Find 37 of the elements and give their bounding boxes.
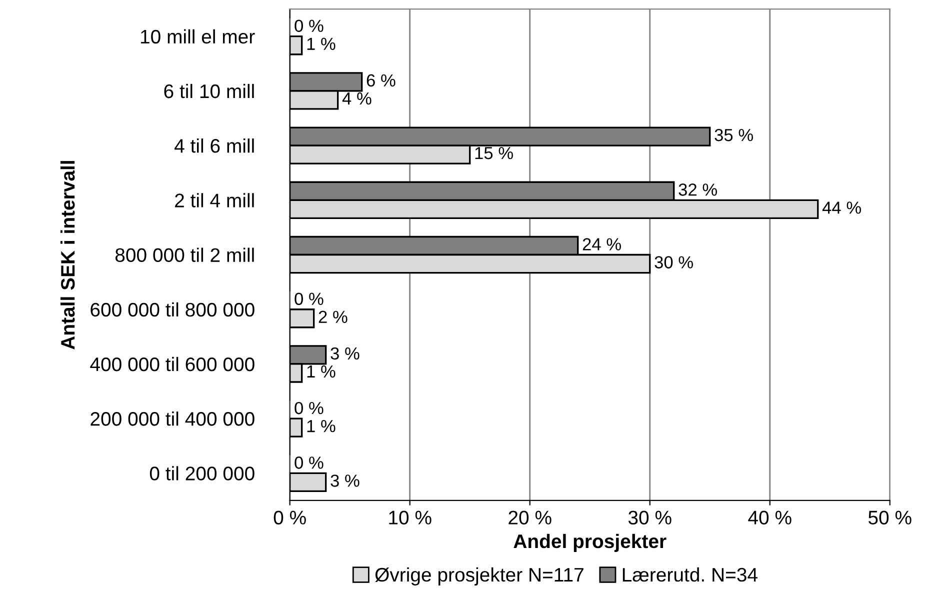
- data-label: 2 %: [318, 310, 348, 323]
- data-label: 15 %: [475, 147, 513, 160]
- y-tick-label: 400 000 til 600 000: [90, 356, 254, 372]
- y-axis-title: Antall SEK i intervall: [60, 161, 75, 350]
- data-label: 6 %: [366, 74, 396, 87]
- legend-label: Lærerutd. N=34: [622, 567, 758, 582]
- x-axis-title: Andel prosjekter: [514, 534, 666, 552]
- x-tick-label: 20 %: [508, 510, 552, 524]
- x-tick-label: 40 %: [748, 510, 792, 524]
- data-label: 30 %: [654, 256, 693, 268]
- legend-label: Øvrige prosjekter N=117: [375, 567, 584, 586]
- y-tick-label: 600 000 til 800 000: [90, 302, 254, 317]
- data-label: 4 %: [342, 92, 372, 105]
- y-tick-label: 800 000 til 2 mill: [115, 248, 254, 262]
- data-label: 35 %: [714, 128, 753, 142]
- y-tick-label: 200 000 til 400 000: [90, 412, 254, 426]
- data-label: 44 %: [822, 202, 861, 214]
- x-tick-label: 30 %: [628, 510, 672, 524]
- x-tick-label: 50 %: [868, 510, 912, 524]
- data-label: 0 %: [294, 456, 324, 469]
- y-tick-label: 10 mill el mer: [140, 29, 255, 44]
- data-label: 1 %: [307, 420, 336, 432]
- y-tick-label: 0 til 200 000: [150, 466, 254, 480]
- data-label: 32 %: [678, 184, 717, 196]
- data-label: 0 %: [294, 292, 324, 306]
- y-tick-label: 2 til 4 mill: [175, 193, 254, 208]
- x-tick-label: 10 %: [389, 510, 432, 524]
- data-label: 1 %: [307, 38, 336, 50]
- data-label: 3 %: [330, 347, 360, 360]
- data-label: 24 %: [582, 238, 621, 250]
- data-label: 1 %: [307, 365, 336, 378]
- y-tick-label: 4 til 6 mill: [174, 138, 254, 153]
- x-tick-label: 0 %: [274, 510, 306, 524]
- data-label: 0 %: [294, 402, 324, 414]
- data-label: 0 %: [294, 20, 324, 32]
- data-label: 3 %: [330, 474, 360, 487]
- y-tick-label: 6 til 10 mill: [164, 84, 254, 98]
